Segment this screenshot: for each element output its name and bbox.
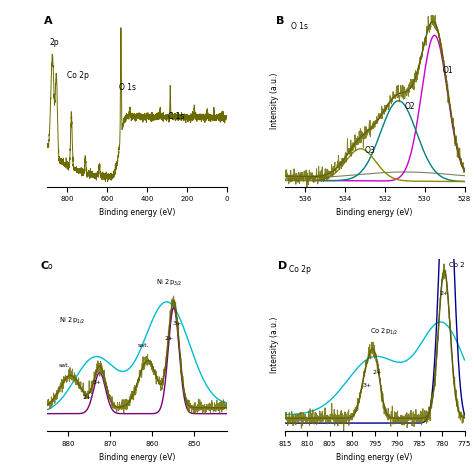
Text: 3+: 3+	[173, 321, 182, 326]
X-axis label: Binding energy (eV): Binding energy (eV)	[99, 453, 175, 462]
Text: sat.: sat.	[58, 363, 70, 367]
Text: C: C	[40, 261, 48, 271]
Text: 3+: 3+	[93, 380, 102, 385]
Text: 2p: 2p	[49, 37, 59, 46]
Text: 2+: 2+	[82, 395, 92, 400]
Text: Co 2: Co 2	[449, 262, 465, 268]
Text: Co 2p: Co 2p	[289, 265, 311, 274]
Text: O3: O3	[365, 146, 375, 155]
Text: A: A	[44, 16, 53, 26]
X-axis label: Binding energy (eV): Binding energy (eV)	[337, 453, 413, 462]
Text: Ni 2p$_{1/2}$: Ni 2p$_{1/2}$	[59, 316, 86, 326]
Text: D: D	[278, 261, 287, 271]
Y-axis label: Intensity (a.u.): Intensity (a.u.)	[270, 72, 279, 128]
Text: B: B	[276, 16, 284, 26]
Text: 2+: 2+	[164, 336, 173, 341]
Text: 2+: 2+	[440, 291, 449, 296]
Text: Co 2p: Co 2p	[67, 72, 89, 81]
Text: Co 2p$_{1/2}$: Co 2p$_{1/2}$	[370, 326, 398, 337]
Text: C 1s: C 1s	[168, 112, 185, 121]
X-axis label: Binding energy (eV): Binding energy (eV)	[337, 208, 413, 217]
Text: O 1s: O 1s	[291, 22, 308, 31]
Text: Ni 2p$_{3/2}$: Ni 2p$_{3/2}$	[155, 277, 182, 288]
X-axis label: Binding energy (eV): Binding energy (eV)	[99, 208, 175, 217]
Y-axis label: Intensity (a.u.): Intensity (a.u.)	[270, 317, 279, 374]
Text: sat.: sat.	[138, 343, 149, 348]
Text: O1: O1	[443, 65, 453, 74]
Text: 3+: 3+	[362, 383, 371, 388]
Text: O 1s: O 1s	[119, 83, 137, 92]
Text: o: o	[47, 262, 52, 271]
Text: 2+: 2+	[373, 370, 382, 375]
Text: O2: O2	[405, 102, 415, 111]
